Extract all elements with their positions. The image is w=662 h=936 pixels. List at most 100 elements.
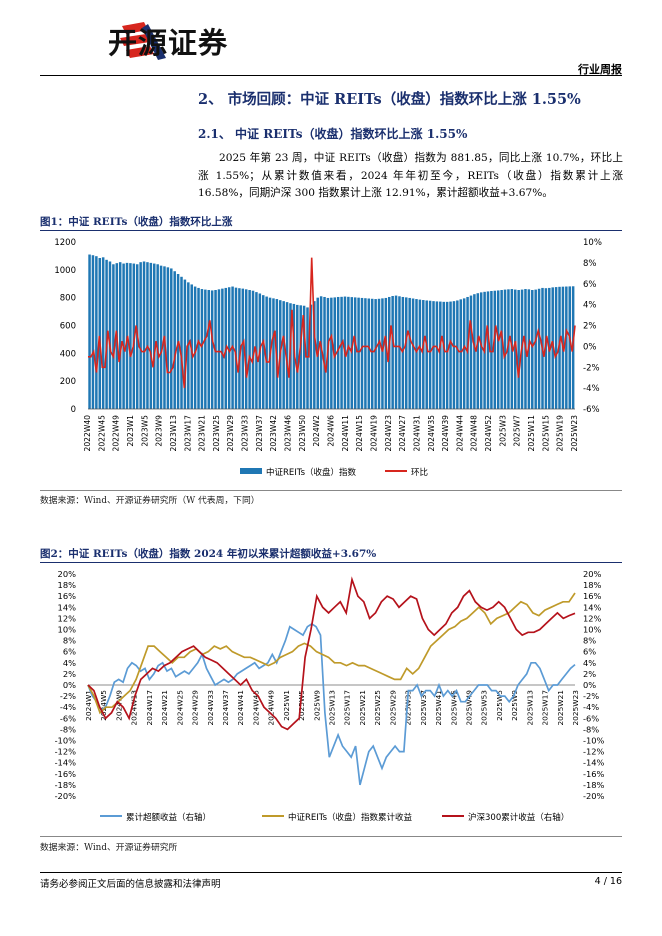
index-bar [360,297,364,409]
x-tick-label: 2024W1 [84,690,93,721]
index-bar [207,290,211,409]
index-bar [422,300,425,409]
y2-tick-label: 18% [583,580,602,590]
x-tick-label: 2025W7 [513,415,522,447]
y2-tick-label: 2% [583,322,597,332]
index-bar [319,296,323,409]
index-bar [333,297,337,409]
x-tick-label: 2023W1 [126,415,135,447]
index-bar [122,263,125,409]
y2-tick-label: 8% [583,259,597,269]
index-bar [313,301,316,409]
y2-tick-label: 12% [583,613,602,623]
figure2-title: 图2：中证 REITs（收盘）指数 2024 年初以来累计超额收益+3.67% [40,548,377,560]
x-tick-label: 2025W9 [312,690,321,721]
footer-disclaimer: 请务必参阅正文后面的信息披露和法律声明 [40,879,221,890]
figure1-title: 图1：中证 REITs（收盘）指数环比上涨 [40,216,233,228]
x-tick-label: 2023W25 [212,415,221,452]
x-tick-label: 2024W27 [398,415,407,452]
index-bar [238,288,241,409]
index-bar [323,296,326,409]
index-bar [405,297,408,409]
index-bar [265,296,268,409]
index-bar [377,298,381,409]
index-bar [439,301,442,409]
index-bar [132,263,136,409]
index-bar [517,290,520,409]
index-bar [425,300,428,409]
x-tick-label: 2023W33 [241,415,250,452]
y-tick-label: 200 [60,377,76,387]
y2-tick-label: -6% [583,405,600,415]
index-bar [415,299,418,409]
x-tick-label: 2023W37 [255,415,264,452]
x-tick-label: 2025W19 [556,415,565,452]
figure1-source: 数据来源：Wind、开源证券研究所（W 代表周，下同） [40,496,260,506]
x-tick-label: 2023W9 [155,415,164,447]
index-bar [367,298,371,409]
footer-divider [40,872,622,873]
x-tick-label: 2025W37 [419,690,428,726]
y2-tick-label: -10% [583,736,605,746]
header-divider [40,75,622,76]
y-tick-label: -6% [60,713,76,723]
index-bar [306,307,309,409]
figure1-chart: 0 200 400 600 800 1000 1200 -6% -4% -2% 0% 2% 4% 6% 8%… [54,238,602,478]
index-bar [156,264,159,409]
y-tick-label: -8% [60,724,76,734]
x-tick-label: 2025W13 [525,690,534,726]
index-bar [381,298,384,409]
index-bar [357,297,360,409]
index-bar [473,294,476,409]
index-bar [452,301,456,409]
index-bar [330,297,333,409]
index-bar [261,295,265,409]
index-bar [227,287,231,409]
x-tick-label: 2025W13 [328,690,337,726]
brand-logo-icon [120,22,166,60]
index-bar [248,290,251,409]
y-tick-label: 14% [58,602,77,612]
index-bar [432,301,435,409]
y2-tick-label: -2% [583,691,599,701]
y-tick-label: 1000 [54,266,76,276]
x-tick-label: 2024W31 [412,415,421,452]
y2-tick-label: 0% [583,342,597,352]
y2-tick-label: -12% [583,747,605,757]
index-bar [241,288,245,409]
y-tick-label: 4% [63,658,76,668]
x-tick-label: 2025W17 [541,690,550,726]
index-bar [394,295,398,409]
index-bar [118,262,122,409]
excess-return-line [87,622,576,786]
index-bar [153,263,156,409]
y-tick-label: 12% [58,613,77,623]
index-bar [139,262,142,409]
legend-label-hs300-cumulative-line: 沪深300累计收益（右轴） [468,812,569,823]
index-bar [568,286,571,409]
y-tick-label: 20% [58,569,77,579]
index-bar [449,301,452,409]
y-tick-label: 600 [60,322,76,332]
x-tick-label: 2024W5 [99,690,108,721]
index-bar [142,261,146,409]
y2-tick-label: -20% [583,791,605,801]
y-tick-label: 800 [60,294,76,304]
index-bar [285,302,289,409]
x-tick-label: 2025W53 [480,690,489,726]
index-bar [108,261,112,409]
y-tick-label: -4% [60,702,76,712]
y2-tick-label: 14% [583,602,602,612]
index-bar [428,300,432,409]
index-bar [384,297,388,409]
index-bar [534,289,537,409]
y-tick-label: 0 [71,405,76,415]
y2-tick-label: -4% [583,702,599,712]
wow-change-line [88,257,576,389]
x-tick-label: 2023W46 [284,415,293,452]
x-tick-label: 2024W37 [221,690,230,726]
x-tick-label: 2024W35 [427,415,436,452]
x-tick-label: 2024W45 [251,690,260,726]
y2-tick-label: 16% [583,591,602,601]
index-bar [486,291,490,409]
